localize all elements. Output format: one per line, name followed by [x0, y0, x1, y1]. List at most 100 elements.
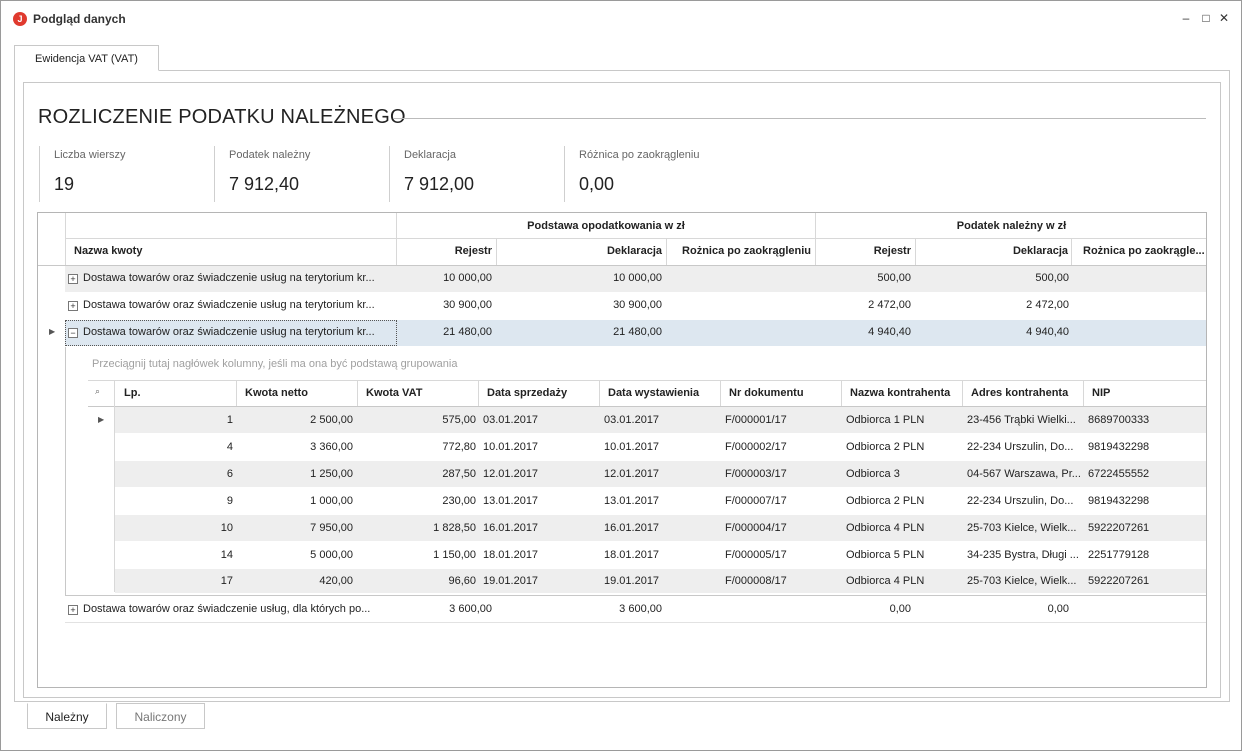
- detail-col-data-wystawienia[interactable]: Data wystawienia: [608, 387, 700, 399]
- cell-adres: 22-234 Urszulin, Do...: [967, 495, 1074, 507]
- cell-kontrahent: Odbiorca 4 PLN: [846, 522, 925, 534]
- band-header-tax[interactable]: Podatek należny w zł: [956, 220, 1067, 232]
- cell-kontrahent: Odbiorca 5 PLN: [846, 549, 925, 561]
- band-header-base[interactable]: Podstawa opodatkowania w zł: [527, 220, 685, 232]
- cell-adres: 04-567 Warszawa, Pr...: [967, 468, 1081, 480]
- cell-data-sprzedazy: 19.01.2017: [483, 575, 539, 587]
- tab-naliczony[interactable]: Naliczony: [116, 703, 205, 729]
- cell-nr-dokumentu: F/000007/17: [725, 495, 787, 507]
- col-header-name[interactable]: Nazwa kwoty: [74, 245, 143, 257]
- tab-content-frame: [14, 70, 1230, 702]
- table-row[interactable]: + Dostawa towarów oraz świadczenie usług…: [65, 597, 1206, 623]
- col-header-tax-rejestr[interactable]: Rejestr: [873, 245, 911, 257]
- tab-nalezny[interactable]: Należny: [27, 703, 107, 729]
- cell-nr-dokumentu: F/000003/17: [725, 468, 787, 480]
- detail-search-button[interactable]: ⌕: [88, 381, 114, 406]
- detail-col-lp[interactable]: Lp.: [124, 387, 141, 399]
- cell-data-wystawienia: 13.01.2017: [604, 495, 660, 507]
- minimize-icon: –: [1182, 11, 1190, 25]
- cell-data-wystawienia: 16.01.2017: [604, 522, 660, 534]
- close-icon: ✕: [1218, 11, 1230, 25]
- cell-vat: 1 828,50: [433, 522, 476, 534]
- search-icon: ⌕: [95, 386, 101, 396]
- cell-kontrahent: Odbiorca 2 PLN: [846, 441, 925, 453]
- row-tax-deklaracja: 2 472,00: [1026, 299, 1069, 311]
- tab-strip-line: [14, 70, 1230, 71]
- table-row[interactable]: 1 2 500,00 575,00 03.01.2017 03.01.2017 …: [115, 407, 1206, 433]
- cell-data-wystawienia: 10.01.2017: [604, 441, 660, 453]
- table-row[interactable]: 17 420,00 96,60 19.01.2017 19.01.2017 F/…: [115, 569, 1206, 593]
- detail-col-adres[interactable]: Adres kontrahenta: [971, 387, 1069, 399]
- row-indicator: ▶: [88, 407, 114, 433]
- cell-netto: 1 250,00: [310, 468, 353, 480]
- collapse-icon[interactable]: −: [68, 328, 78, 338]
- expand-icon[interactable]: +: [68, 605, 78, 615]
- cell-kontrahent: Odbiorca 3: [846, 468, 900, 480]
- col-header-deklaracja[interactable]: Deklaracja: [606, 245, 662, 257]
- row-tax-rejestr: 2 472,00: [868, 299, 911, 311]
- stat-label: Deklaracja: [404, 149, 456, 161]
- maximize-button[interactable]: □: [1198, 10, 1214, 26]
- cell-nr-dokumentu: F/000005/17: [725, 549, 787, 561]
- report-heading: ROZLICZENIE PODATKU NALEŻNEGO: [38, 106, 406, 128]
- cell-netto: 2 500,00: [310, 414, 353, 426]
- stat-label: Podatek należny: [229, 149, 311, 161]
- cell-data-wystawienia: 19.01.2017: [604, 575, 660, 587]
- report-frame: [23, 82, 1221, 698]
- col-header-roznica[interactable]: Rożnica po zaokrągleniu: [682, 245, 811, 257]
- cell-data-sprzedazy: 10.01.2017: [483, 441, 539, 453]
- tab-ewidencja-vat[interactable]: Ewidencja VAT (VAT): [14, 45, 159, 71]
- stat-value: 0,00: [579, 174, 615, 194]
- table-row[interactable]: 14 5 000,00 1 150,00 18.01.2017 18.01.20…: [115, 542, 1206, 568]
- cell-lp: 6: [226, 468, 233, 480]
- cell-adres: 22-234 Urszulin, Do...: [967, 441, 1074, 453]
- row-tax-deklaracja: 4 940,40: [1026, 326, 1069, 338]
- row-deklaracja: 30 900,00: [613, 299, 662, 311]
- table-row[interactable]: + Dostawa towarów oraz świadczenie usług…: [65, 293, 1206, 319]
- table-row[interactable]: 4 3 360,00 772,80 10.01.2017 10.01.2017 …: [115, 434, 1206, 460]
- cell-lp: 9: [226, 495, 233, 507]
- col-header-rejestr[interactable]: Rejestr: [454, 245, 492, 257]
- col-header-tax-deklaracja[interactable]: Deklaracja: [1012, 245, 1068, 257]
- detail-col-nr-dokumentu[interactable]: Nr dokumentu: [729, 387, 804, 399]
- col-header-tax-roznica[interactable]: Rożnica po zaokrągle...: [1083, 245, 1205, 257]
- table-row[interactable]: 9 1 000,00 230,00 13.01.2017 13.01.2017 …: [115, 488, 1206, 514]
- row-pointer-icon: ▶: [98, 415, 105, 424]
- cell-nr-dokumentu: F/000001/17: [725, 414, 787, 426]
- row-pointer-icon: ▶: [49, 327, 56, 336]
- row-name: Dostawa towarów oraz świadczenie usług n…: [83, 299, 375, 311]
- cell-adres: 25-703 Kielce, Wielk...: [967, 575, 1077, 587]
- row-rejestr: 30 900,00: [443, 299, 492, 311]
- stat-label: Różnica po zaokrągleniu: [579, 149, 700, 161]
- expand-icon[interactable]: +: [68, 274, 78, 284]
- detail-col-kontrahent[interactable]: Nazwa kontrahenta: [850, 387, 951, 399]
- cell-vat: 96,60: [448, 575, 476, 587]
- table-row-selected[interactable]: − Dostawa towarów oraz świadczenie usług…: [65, 320, 1206, 346]
- detail-col-nip[interactable]: NIP: [1092, 387, 1111, 399]
- app-logo-icon: J: [13, 12, 27, 26]
- table-row[interactable]: + Dostawa towarów oraz świadczenie usług…: [65, 266, 1206, 292]
- expand-icon[interactable]: +: [68, 301, 78, 311]
- minimize-button[interactable]: –: [1178, 10, 1194, 26]
- tax-summary-grid: Podstawa opodatkowania w zł Podatek nale…: [37, 212, 1207, 688]
- cell-lp: 14: [220, 549, 233, 561]
- detail-col-netto[interactable]: Kwota netto: [245, 387, 308, 399]
- stat-declaration: Deklaracja 7 912,00: [389, 146, 565, 202]
- row-rejestr: 3 600,00: [449, 603, 492, 615]
- detail-col-data-sprzedazy[interactable]: Data sprzedaży: [487, 387, 568, 399]
- cell-lp: 4: [226, 441, 233, 453]
- close-button[interactable]: ✕: [1216, 10, 1232, 26]
- cell-data-wystawienia: 12.01.2017: [604, 468, 660, 480]
- cell-vat: 1 150,00: [433, 549, 476, 561]
- table-row[interactable]: 6 1 250,00 287,50 12.01.2017 12.01.2017 …: [115, 461, 1206, 487]
- cell-nip: 9819432298: [1088, 441, 1150, 453]
- cell-data-wystawienia: 03.01.2017: [604, 414, 660, 426]
- row-tax-rejestr: 500,00: [877, 272, 911, 284]
- table-row[interactable]: 10 7 950,00 1 828,50 16.01.2017 16.01.20…: [115, 515, 1206, 541]
- row-name: Dostawa towarów oraz świadczenie usług n…: [83, 272, 375, 284]
- cell-nip: 6722455552: [1088, 468, 1150, 480]
- stat-value: 7 912,40: [229, 174, 300, 194]
- group-by-panel[interactable]: Przeciągnij tutaj nagłówek kolumny, jeśl…: [92, 358, 458, 370]
- cell-vat: 230,00: [442, 495, 476, 507]
- detail-col-vat[interactable]: Kwota VAT: [366, 387, 423, 399]
